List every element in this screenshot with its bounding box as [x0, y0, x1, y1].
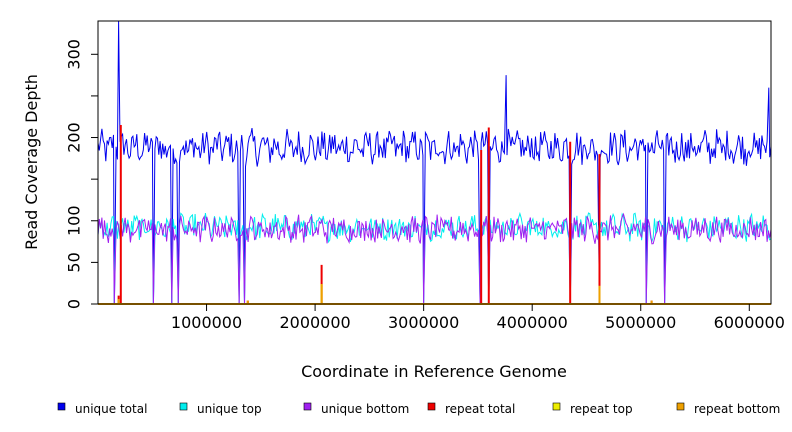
legend-swatch — [552, 402, 561, 411]
legend: unique total unique top unique bottom repea… — [57, 402, 780, 416]
legend-swatch — [676, 402, 685, 411]
x-tick-label: 4000000 — [497, 313, 568, 332]
x-tick-label: 6000000 — [714, 313, 785, 332]
legend-label: repeat top — [570, 402, 633, 416]
legend-swatch — [427, 402, 436, 411]
legend-swatch — [303, 402, 312, 411]
x-tick-label: 3000000 — [388, 313, 459, 332]
series-unique-bottom — [97, 212, 772, 305]
y-tick-label: 100 — [65, 205, 84, 236]
legend-label: repeat total — [445, 402, 515, 416]
plot-frame — [97, 20, 772, 305]
legend-label: unique total — [75, 402, 147, 416]
x-axis-label: Coordinate in Reference Genome — [301, 362, 567, 381]
legend-label: repeat bottom — [694, 402, 780, 416]
y-tick-label: 200 — [65, 122, 84, 153]
legend-swatch — [179, 402, 188, 411]
x-tick-label: 2000000 — [279, 313, 350, 332]
legend-swatch — [57, 402, 66, 411]
y-tick-label: 50 — [65, 252, 84, 272]
series-unique-total — [97, 20, 772, 305]
x-tick-label: 5000000 — [605, 313, 676, 332]
legend-label: unique bottom — [321, 402, 409, 416]
x-tick-label: 1000000 — [171, 313, 242, 332]
y-tick-label: 300 — [65, 39, 84, 70]
x-axis: 1000000 2000000 3000000 4000000 5000000 60000… — [171, 304, 785, 332]
y-tick-label: 0 — [65, 299, 84, 309]
y-axis: 0 50 100 200 300 — [65, 39, 98, 309]
legend-label: unique top — [197, 402, 262, 416]
y-axis-label: Read Coverage Depth — [22, 74, 41, 250]
